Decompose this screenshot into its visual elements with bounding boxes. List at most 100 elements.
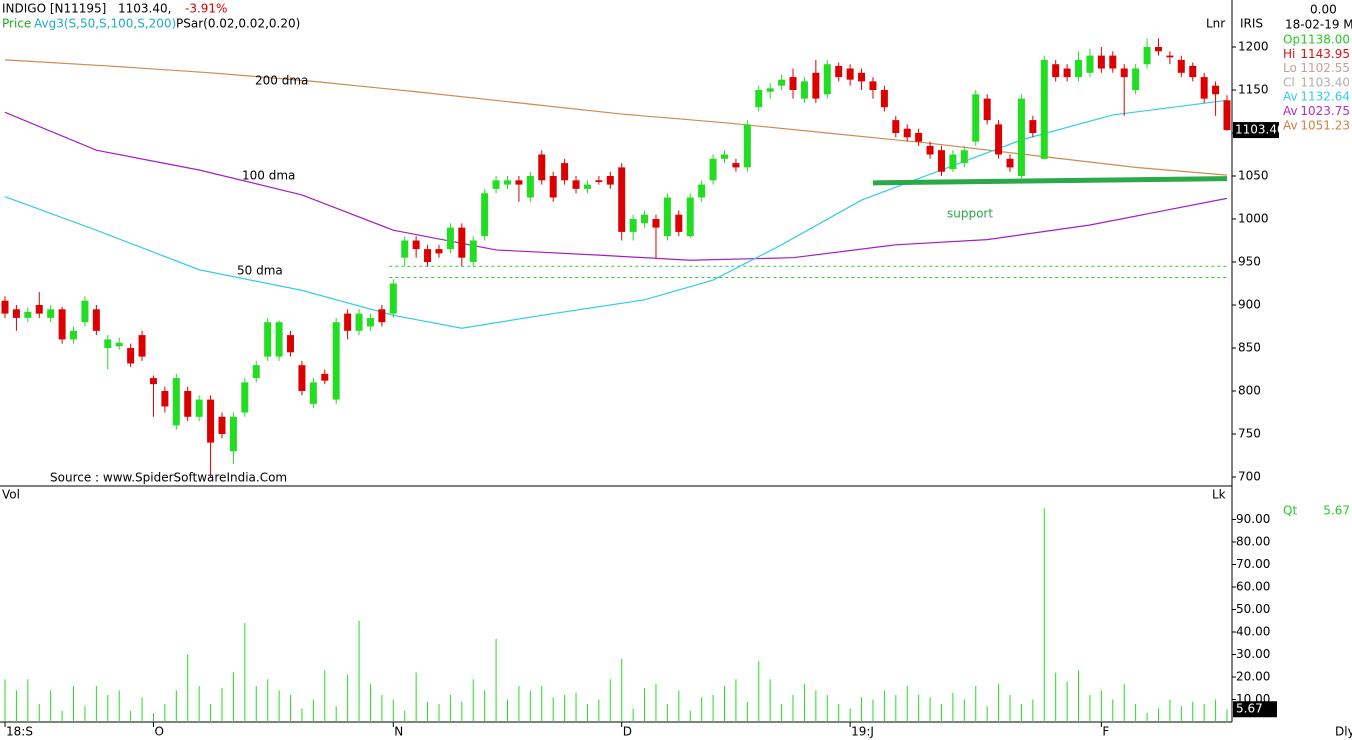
candle-body <box>743 124 751 168</box>
info-name: Lo <box>1283 61 1297 75</box>
symbol: INDIGO [N11195] <box>2 2 106 16</box>
candle-body <box>892 120 900 133</box>
candle-body <box>218 416 226 434</box>
candle-body <box>92 309 100 331</box>
candle-body <box>309 382 317 404</box>
psar-value: 0.00 <box>1310 3 1337 17</box>
candle-body <box>595 180 603 183</box>
header-change: -3.91% <box>185 2 227 16</box>
scale-mode: Lnr <box>1206 17 1225 31</box>
candle-body <box>789 77 797 90</box>
y-tick-label: 950 <box>1238 255 1261 269</box>
header-price: 1103.40, <box>118 2 171 16</box>
candle-body <box>949 154 957 170</box>
y-tick-label: 700 <box>1238 470 1261 484</box>
support-line <box>872 176 1228 186</box>
candle-body <box>1166 55 1174 58</box>
y-tick-label: 1200 <box>1238 40 1269 54</box>
candle-body <box>698 184 706 198</box>
candle-body <box>1097 55 1105 69</box>
candle-body <box>378 309 386 323</box>
qty-name: Qt <box>1283 504 1297 518</box>
x-tick-label: 18:S <box>6 725 33 739</box>
panel-name: IRIS <box>1240 17 1263 31</box>
candle-body <box>207 399 215 443</box>
candle-body <box>469 240 477 262</box>
candle-body <box>481 193 489 237</box>
candle-body <box>492 180 500 189</box>
candle-body <box>618 167 626 232</box>
info-name: Av <box>1283 118 1298 132</box>
candle-body <box>435 249 443 254</box>
candle-body <box>446 227 454 250</box>
candle-body <box>972 94 980 142</box>
candle-body <box>903 128 911 138</box>
legend-text: Price <box>2 17 31 31</box>
info-value: 1132.64 <box>1300 90 1350 104</box>
y-tick-label: 90.00 <box>1236 512 1270 526</box>
candle-body <box>652 219 660 228</box>
candle-body <box>1132 68 1140 90</box>
candle-body <box>755 90 763 108</box>
candle-body <box>663 197 671 237</box>
info-value: 1138.00 <box>1300 33 1350 47</box>
candle-body <box>846 68 854 80</box>
info-name: Cl <box>1283 75 1295 89</box>
y-tick-label: 800 <box>1238 384 1261 398</box>
candle-body <box>161 391 169 407</box>
volume-marker <box>1233 701 1277 718</box>
candle-body <box>401 240 409 258</box>
moving-average <box>4 111 1228 261</box>
candle-body <box>1212 85 1220 95</box>
candle-body <box>229 416 237 452</box>
legend-text: Avg3(S,50,S,100,S,200) <box>34 17 176 31</box>
info-value: 1143.95 <box>1300 47 1350 61</box>
candle-body <box>252 365 260 379</box>
candle-body <box>538 154 546 181</box>
candle-body <box>149 378 157 385</box>
info-name: Hi <box>1283 47 1295 61</box>
candle-body <box>298 365 306 391</box>
candle-body <box>115 342 123 347</box>
info-value: 1051.23 <box>1300 118 1350 132</box>
moving-average <box>4 99 1228 329</box>
y-tick-label: 60.00 <box>1236 580 1270 594</box>
candle-body <box>81 300 89 323</box>
volume-marker-label: 5.67 <box>1236 702 1263 716</box>
candle-body <box>880 90 888 108</box>
candle-body <box>70 330 78 340</box>
x-tick-label: F <box>1102 725 1109 739</box>
candle-body <box>275 322 283 357</box>
y-tick-label: 30.00 <box>1236 647 1270 661</box>
y-tick-label: 1050 <box>1238 169 1269 183</box>
candle-body <box>1040 59 1048 159</box>
candle-body <box>1154 47 1162 52</box>
candle-body <box>104 339 112 348</box>
info-value: 1023.75 <box>1300 104 1350 118</box>
candle-body <box>561 163 569 181</box>
candle-body <box>1017 98 1025 176</box>
moving-average <box>4 59 1228 176</box>
candle-body <box>549 176 557 198</box>
candle-body <box>47 309 55 318</box>
legend-text: PSar(0.02,0.02,0.20) <box>176 17 300 31</box>
candle-body <box>835 65 843 78</box>
x-tick-label: N <box>394 725 403 739</box>
volume-title: Vol <box>2 488 20 502</box>
candle-body <box>606 176 614 185</box>
candle-body <box>458 227 466 258</box>
candle-body <box>675 214 683 232</box>
price-marker-label: 1103.40 <box>1235 123 1285 137</box>
y-tick-label: 40.00 <box>1236 625 1270 639</box>
candle-body <box>869 81 877 90</box>
qty-value: 5.67 <box>1323 504 1350 518</box>
date-label: 18-02-19 Mo <box>1285 18 1352 32</box>
candle-body <box>1120 68 1128 78</box>
volume-unit: Lk <box>1212 488 1226 502</box>
candle-body <box>195 399 203 417</box>
candle-body <box>1189 65 1197 78</box>
info-name: Av <box>1283 90 1298 104</box>
candle-body <box>504 180 512 185</box>
